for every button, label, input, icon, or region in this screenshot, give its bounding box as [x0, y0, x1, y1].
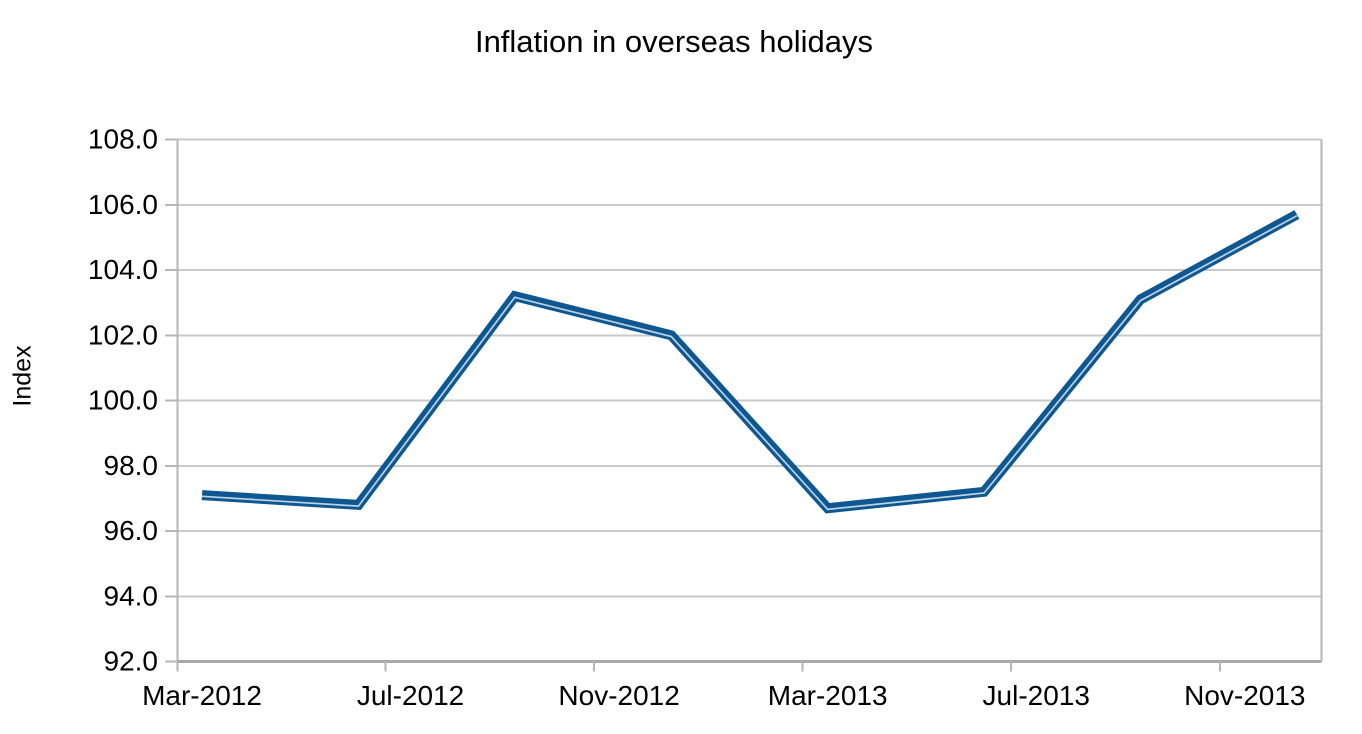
y-tick-label: 94.0 — [104, 580, 159, 611]
y-tick-label: 104.0 — [88, 254, 158, 285]
y-tick-label: 108.0 — [88, 124, 158, 155]
x-tick-label: Mar-2012 — [142, 680, 262, 711]
chart-title: Inflation in overseas holidays — [474, 24, 874, 59]
y-tick-label: 98.0 — [104, 450, 159, 481]
y-tick-label: 102.0 — [88, 319, 158, 350]
x-tick-label: Nov-2012 — [558, 680, 679, 711]
x-tick-label: Nov-2013 — [1184, 680, 1305, 711]
data-line — [201, 210, 1300, 514]
y-tick-label: 96.0 — [104, 515, 159, 546]
y-tick-label: 100.0 — [88, 385, 158, 416]
data-line-highlight — [201, 214, 1298, 511]
y-tick-label: 106.0 — [88, 189, 158, 220]
y-tick-label: 92.0 — [104, 646, 159, 677]
x-tick-label: Jul-2012 — [357, 680, 464, 711]
x-tick-label: Jul-2013 — [983, 680, 1090, 711]
x-tick-label: Mar-2013 — [768, 680, 888, 711]
